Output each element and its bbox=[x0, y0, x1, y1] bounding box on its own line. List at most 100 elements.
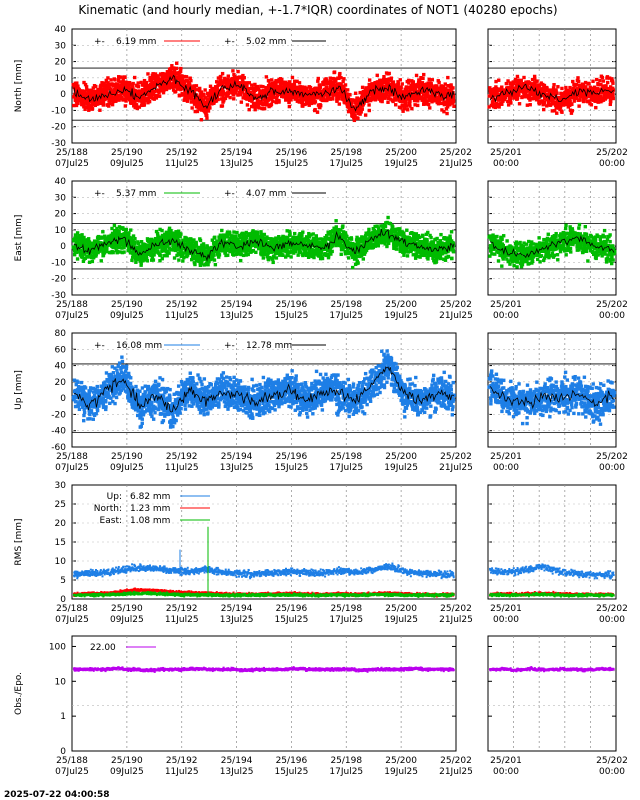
data-point bbox=[254, 250, 258, 255]
data-point bbox=[149, 250, 153, 254]
data-point bbox=[139, 80, 143, 85]
data-point bbox=[316, 79, 320, 83]
y-axis-label: North [mm] bbox=[14, 60, 24, 113]
data-point bbox=[266, 236, 270, 241]
data-point bbox=[517, 102, 522, 106]
data-point bbox=[515, 97, 520, 101]
data-point bbox=[164, 87, 169, 92]
data-point bbox=[189, 95, 194, 99]
data-point bbox=[281, 253, 285, 257]
data-point bbox=[227, 230, 232, 234]
y-tick-label: -30 bbox=[51, 139, 66, 149]
data-point bbox=[253, 107, 257, 112]
data-point bbox=[178, 234, 182, 239]
data-point bbox=[94, 84, 98, 89]
data-point bbox=[267, 256, 272, 260]
data-point bbox=[72, 103, 76, 108]
x-date-label: 09Jul25 bbox=[110, 159, 144, 169]
data-point bbox=[264, 75, 269, 79]
y-tick-label: 30 bbox=[55, 193, 67, 203]
data-point bbox=[371, 83, 376, 88]
zoom-frame bbox=[487, 28, 617, 144]
data-point bbox=[427, 77, 431, 82]
data-point bbox=[181, 238, 185, 242]
data-point bbox=[231, 252, 235, 256]
data-point bbox=[110, 102, 115, 107]
data-point bbox=[127, 231, 131, 235]
data-point bbox=[271, 260, 275, 265]
data-point bbox=[446, 75, 450, 80]
x-date-label: 21Jul25 bbox=[439, 159, 473, 169]
x-tick-label: 25/196 bbox=[276, 300, 308, 310]
y-axis-label: East [mm] bbox=[14, 215, 24, 262]
data-point bbox=[123, 75, 127, 80]
data-point bbox=[188, 83, 192, 87]
x-date-label: 15Jul25 bbox=[275, 311, 309, 321]
data-point bbox=[151, 258, 156, 262]
data-point bbox=[77, 233, 81, 238]
data-point bbox=[509, 101, 513, 105]
data-point bbox=[194, 88, 199, 92]
data-point bbox=[289, 255, 293, 259]
data-point bbox=[250, 83, 254, 87]
data-point bbox=[572, 99, 576, 103]
data-point bbox=[577, 104, 581, 108]
data-point bbox=[360, 107, 365, 111]
data-point bbox=[261, 256, 266, 260]
data-point bbox=[411, 80, 416, 84]
data-point bbox=[100, 84, 104, 88]
data-point bbox=[212, 253, 216, 257]
data-point bbox=[201, 92, 206, 97]
x-date-label: 11Jul25 bbox=[165, 311, 199, 321]
data-point bbox=[136, 241, 141, 246]
data-point bbox=[451, 86, 455, 90]
data-point bbox=[497, 78, 501, 82]
data-point bbox=[503, 95, 508, 100]
x-date-label: 19Jul25 bbox=[384, 159, 418, 169]
data-point bbox=[610, 78, 614, 83]
data-point bbox=[496, 88, 500, 93]
data-point bbox=[407, 78, 411, 83]
data-point bbox=[130, 258, 134, 263]
data-point bbox=[292, 83, 297, 87]
data-point bbox=[400, 82, 404, 86]
x-date-label: 09Jul25 bbox=[110, 311, 144, 321]
north-panel: 403020100-10-20-3025/18807Jul2525/19009J… bbox=[14, 25, 628, 169]
data-point bbox=[611, 96, 615, 101]
data-point bbox=[133, 75, 137, 80]
data-point bbox=[608, 102, 613, 107]
data-point bbox=[287, 104, 292, 109]
data-point bbox=[443, 87, 447, 92]
data-point bbox=[516, 79, 521, 83]
data-point bbox=[270, 81, 275, 86]
data-point bbox=[356, 116, 360, 121]
data-point bbox=[609, 99, 613, 104]
data-point bbox=[262, 232, 266, 237]
data-point bbox=[147, 99, 152, 104]
data-point bbox=[601, 79, 606, 83]
data-point bbox=[258, 235, 262, 239]
data-point bbox=[170, 85, 174, 89]
data-point bbox=[76, 84, 80, 88]
data-point bbox=[591, 79, 595, 84]
data-point bbox=[522, 75, 526, 80]
data-point bbox=[214, 244, 219, 248]
data-point bbox=[255, 230, 260, 235]
data-point bbox=[113, 78, 117, 82]
data-point bbox=[430, 100, 434, 104]
legend-value: 6.19 mm bbox=[116, 37, 156, 47]
y-tick-label: -20 bbox=[51, 123, 66, 133]
data-point bbox=[449, 83, 453, 87]
data-point bbox=[377, 82, 381, 86]
data-point bbox=[240, 237, 245, 242]
data-point bbox=[208, 93, 212, 97]
data-point bbox=[112, 223, 117, 228]
data-point bbox=[430, 78, 435, 82]
data-point bbox=[181, 259, 185, 263]
data-point bbox=[146, 72, 150, 76]
data-point bbox=[552, 83, 556, 87]
x-date-label: 13Jul25 bbox=[220, 311, 254, 321]
data-point bbox=[335, 91, 340, 96]
x-time-label: 00:00 bbox=[493, 311, 519, 321]
data-point bbox=[124, 99, 128, 103]
